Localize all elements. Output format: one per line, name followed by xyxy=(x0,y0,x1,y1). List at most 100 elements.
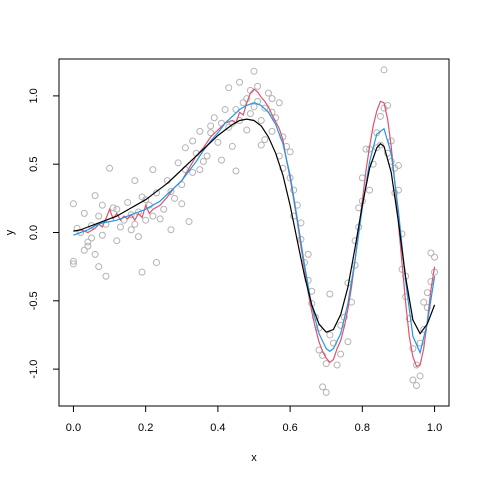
data-point xyxy=(156,215,164,223)
data-point xyxy=(344,338,352,346)
data-point xyxy=(207,122,215,130)
data-point xyxy=(98,201,106,209)
data-point xyxy=(246,110,254,118)
data-point xyxy=(279,164,287,172)
y-tick-label: -1.0 xyxy=(28,360,40,379)
data-point xyxy=(138,268,146,276)
plot-frame xyxy=(58,58,450,407)
y-axis: -1.0 -0.5 0.0 0.5 1.0 xyxy=(28,88,60,379)
data-point xyxy=(290,186,298,194)
data-point xyxy=(409,376,417,384)
data-point xyxy=(102,272,110,280)
data-point xyxy=(416,339,424,347)
data-point xyxy=(268,95,276,103)
data-point xyxy=(337,350,345,358)
x-tick-label: 0.2 xyxy=(138,422,153,434)
y-tick-label: 1.0 xyxy=(28,88,40,103)
data-point xyxy=(236,78,244,86)
data-point xyxy=(142,216,150,224)
data-point xyxy=(423,289,431,297)
data-point xyxy=(127,226,135,234)
data-point xyxy=(416,372,424,380)
data-point xyxy=(225,123,233,131)
data-point xyxy=(214,138,222,146)
data-point xyxy=(149,212,157,220)
y-axis-title: y xyxy=(4,229,16,235)
data-point xyxy=(189,137,197,145)
data-point xyxy=(207,129,215,137)
data-point xyxy=(275,99,283,107)
data-point xyxy=(95,212,103,220)
data-point xyxy=(319,383,327,391)
data-point xyxy=(69,260,77,268)
data-point xyxy=(264,89,272,97)
data-point xyxy=(199,157,207,165)
data-point xyxy=(203,152,211,160)
smoothing-curves xyxy=(73,88,436,368)
data-point xyxy=(304,250,312,258)
fit-curve-3 xyxy=(73,118,436,335)
data-point xyxy=(394,162,402,170)
x-tick-label: 1.0 xyxy=(427,422,442,434)
data-point xyxy=(261,136,269,144)
data-point xyxy=(239,99,247,107)
data-point xyxy=(409,345,417,353)
data-point xyxy=(109,204,117,212)
data-point xyxy=(243,126,251,134)
data-point xyxy=(91,250,99,258)
data-point xyxy=(153,189,160,197)
data-point xyxy=(88,234,95,242)
data-point xyxy=(116,223,124,231)
data-point xyxy=(142,196,150,204)
data-point xyxy=(95,263,103,271)
data-point xyxy=(178,181,186,189)
data-point xyxy=(369,160,377,168)
data-point xyxy=(225,84,233,92)
data-point xyxy=(91,192,99,200)
data-point xyxy=(286,148,294,156)
data-point xyxy=(171,194,179,202)
fit-curve-2 xyxy=(73,102,436,355)
data-point xyxy=(127,211,135,219)
data-point xyxy=(113,237,121,245)
data-point xyxy=(80,246,88,254)
data-point xyxy=(189,168,197,176)
data-point xyxy=(113,205,121,213)
x-tick-label: 0.4 xyxy=(210,422,225,434)
data-point xyxy=(337,321,345,329)
data-point xyxy=(413,382,420,390)
data-point xyxy=(69,200,77,208)
data-point xyxy=(160,205,168,213)
data-point xyxy=(178,200,186,208)
data-point xyxy=(322,360,330,368)
data-point xyxy=(196,127,204,135)
data-point xyxy=(167,226,175,234)
x-tick-label: 0.6 xyxy=(282,422,297,434)
data-point xyxy=(84,238,92,246)
data-point xyxy=(69,257,77,265)
x-axis-title: x xyxy=(251,452,257,464)
x-tick-label: 0.8 xyxy=(355,422,370,434)
data-point xyxy=(124,198,132,206)
data-point xyxy=(250,103,258,111)
data-point xyxy=(257,141,265,149)
data-point xyxy=(431,253,439,261)
data-point xyxy=(73,224,81,232)
data-point xyxy=(326,290,334,298)
data-point xyxy=(376,141,384,149)
data-point xyxy=(268,127,276,135)
data-point xyxy=(210,114,218,122)
data-point xyxy=(134,233,142,241)
data-point xyxy=(333,361,341,369)
data-point xyxy=(254,82,262,90)
data-point xyxy=(80,209,88,217)
x-tick-label: 0.0 xyxy=(66,422,81,434)
data-point xyxy=(131,220,139,228)
data-point xyxy=(423,304,431,312)
data-point xyxy=(218,156,225,164)
data-point xyxy=(134,208,142,216)
data-point xyxy=(106,164,114,172)
data-point xyxy=(250,67,258,75)
data-point xyxy=(174,159,182,167)
data-point xyxy=(322,388,330,396)
